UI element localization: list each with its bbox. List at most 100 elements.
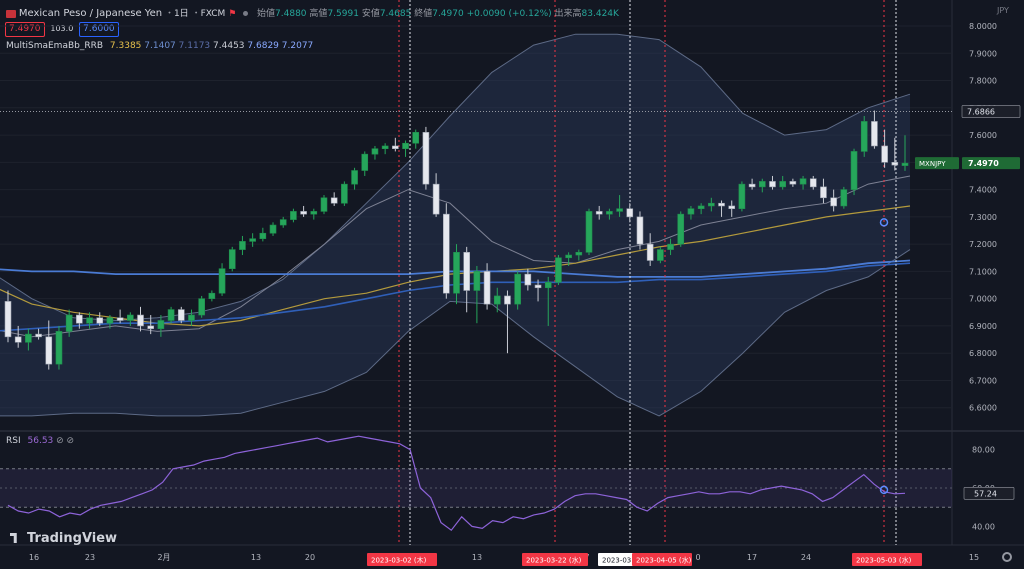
currency-label[interactable]: JPY: [997, 6, 1009, 15]
candle-body: [422, 132, 430, 185]
price-tick-label: 6.8000: [969, 349, 997, 358]
indicator-legend[interactable]: MultiSmaEmaBb_RRB 7.3385 7.1407 7.1173 7…: [6, 41, 313, 51]
time-tick-label: 24: [801, 553, 811, 562]
crosshair-price-box: [961, 105, 1021, 118]
time-tick-label: 17: [747, 553, 757, 562]
candle-body: [4, 301, 12, 338]
rsi-settings-icon[interactable]: ⊘ ⊘: [56, 436, 75, 446]
bollinger-band-fill: [0, 34, 910, 416]
candle-body: [412, 132, 420, 144]
tradingview-logo-icon: [10, 533, 17, 543]
candle-body: [249, 238, 256, 242]
time-tick-label: 20: [305, 553, 315, 562]
indicator-value-4: 7.4453: [213, 41, 245, 51]
current-price-label: 7.4970: [968, 159, 999, 168]
low-label: 安値: [361, 9, 380, 19]
settings-gear-icon[interactable]: [1002, 552, 1012, 562]
candle-body: [177, 309, 185, 321]
time-tick-label: 13: [472, 553, 482, 562]
candle-body: [585, 211, 593, 253]
candle-body: [167, 309, 175, 321]
indicator-value-3: 7.1173: [178, 41, 211, 51]
indicator-name[interactable]: MultiSmaEmaBb_RRB: [6, 41, 104, 51]
bollinger-basis-line: [0, 175, 911, 338]
date-flag-box: [852, 553, 922, 566]
candle-body: [657, 249, 664, 261]
time-tick-label: 16: [29, 553, 39, 562]
rsi-tick-label: 40.00: [972, 522, 995, 531]
change-value: +0.0090 (+0.12%): [466, 9, 552, 19]
candle-body: [687, 208, 695, 215]
bid-ask-row: 7.4970 103.0 7.6000: [5, 22, 119, 37]
spread-value: 103.0: [50, 24, 74, 33]
candle-body: [636, 216, 644, 245]
candle-body: [25, 333, 32, 343]
candle-body: [524, 273, 532, 286]
tradingview-logo[interactable]: TradingView: [10, 531, 117, 546]
candle-body: [820, 186, 827, 199]
candle-body: [228, 249, 236, 269]
candle-body: [728, 205, 736, 209]
candle-body: [881, 145, 888, 163]
time-tick-label: 0: [695, 553, 700, 562]
indicator-value-6: 7.2077: [281, 41, 314, 51]
candle-body: [758, 181, 766, 188]
symbol-name[interactable]: Mexican Peso / Japanese Yen: [18, 8, 163, 19]
candle-body: [493, 295, 501, 305]
candle-body: [198, 298, 205, 316]
rsi-signal-circle-marker: [879, 485, 889, 495]
candle-body: [738, 183, 746, 209]
candle-body: [310, 211, 318, 215]
candle-body: [504, 295, 511, 305]
candle-body: [779, 181, 786, 188]
candle-body: [371, 148, 379, 155]
rsi-current-box: [963, 486, 1015, 500]
bid-button[interactable]: 7.4970: [5, 22, 45, 37]
candle-body: [147, 325, 155, 329]
price-tick-label: 8.0000: [969, 22, 997, 31]
signal-circle-marker: [879, 218, 889, 227]
candle-body: [769, 181, 776, 188]
candle-body: [269, 224, 277, 234]
rsi-name[interactable]: RSI: [6, 436, 21, 446]
candle-body: [300, 211, 307, 215]
candle-body: [127, 314, 134, 321]
candle-body: [432, 183, 440, 215]
interval[interactable]: 1日: [173, 9, 189, 19]
crosshair-price-label: 7.6866: [967, 107, 995, 116]
open-value: 7.4880: [275, 9, 307, 19]
candle-body: [626, 208, 634, 218]
candle-body: [799, 178, 807, 185]
candle-body: [483, 271, 491, 305]
close-value: 7.4970: [432, 9, 464, 19]
ask-button[interactable]: 7.6000: [79, 22, 119, 37]
price-tick-label: 7.1000: [969, 267, 997, 276]
date-flag-box: [367, 553, 437, 566]
candle-body: [35, 333, 42, 338]
chart-header: Mexican Peso / Japanese Yen ・1日 ・FXCM ⚑ …: [6, 6, 619, 19]
volume-value: 83.424K: [581, 9, 619, 19]
candle-body: [86, 317, 93, 324]
flag-icon[interactable]: ⚑: [228, 9, 237, 19]
date-flag-label: 2023-03-22 (水): [526, 556, 582, 565]
rsi-legend[interactable]: RSI 56.53 ⊘ ⊘: [6, 436, 74, 446]
price-tick-label: 7.2000: [969, 240, 997, 249]
candle-body: [381, 145, 389, 149]
candle-body: [840, 189, 848, 207]
candle-body: [106, 317, 114, 324]
candle-body: [718, 202, 725, 207]
indicator-value-2: 7.1407: [144, 41, 176, 51]
candle-body: [616, 208, 623, 212]
candle-body: [677, 213, 685, 245]
price-tick-label: 7.8000: [969, 77, 997, 86]
price-tick-label: 7.6000: [969, 131, 997, 140]
candle-body: [850, 151, 858, 190]
sma-long-line: [0, 259, 911, 278]
symbol-tag-box: [915, 157, 959, 170]
time-tick-label: 15: [969, 553, 979, 562]
candle-body: [351, 170, 358, 185]
candle-body: [45, 336, 53, 365]
candle-body: [341, 183, 348, 204]
symbol-tag-label: MXNJPY: [919, 160, 946, 168]
